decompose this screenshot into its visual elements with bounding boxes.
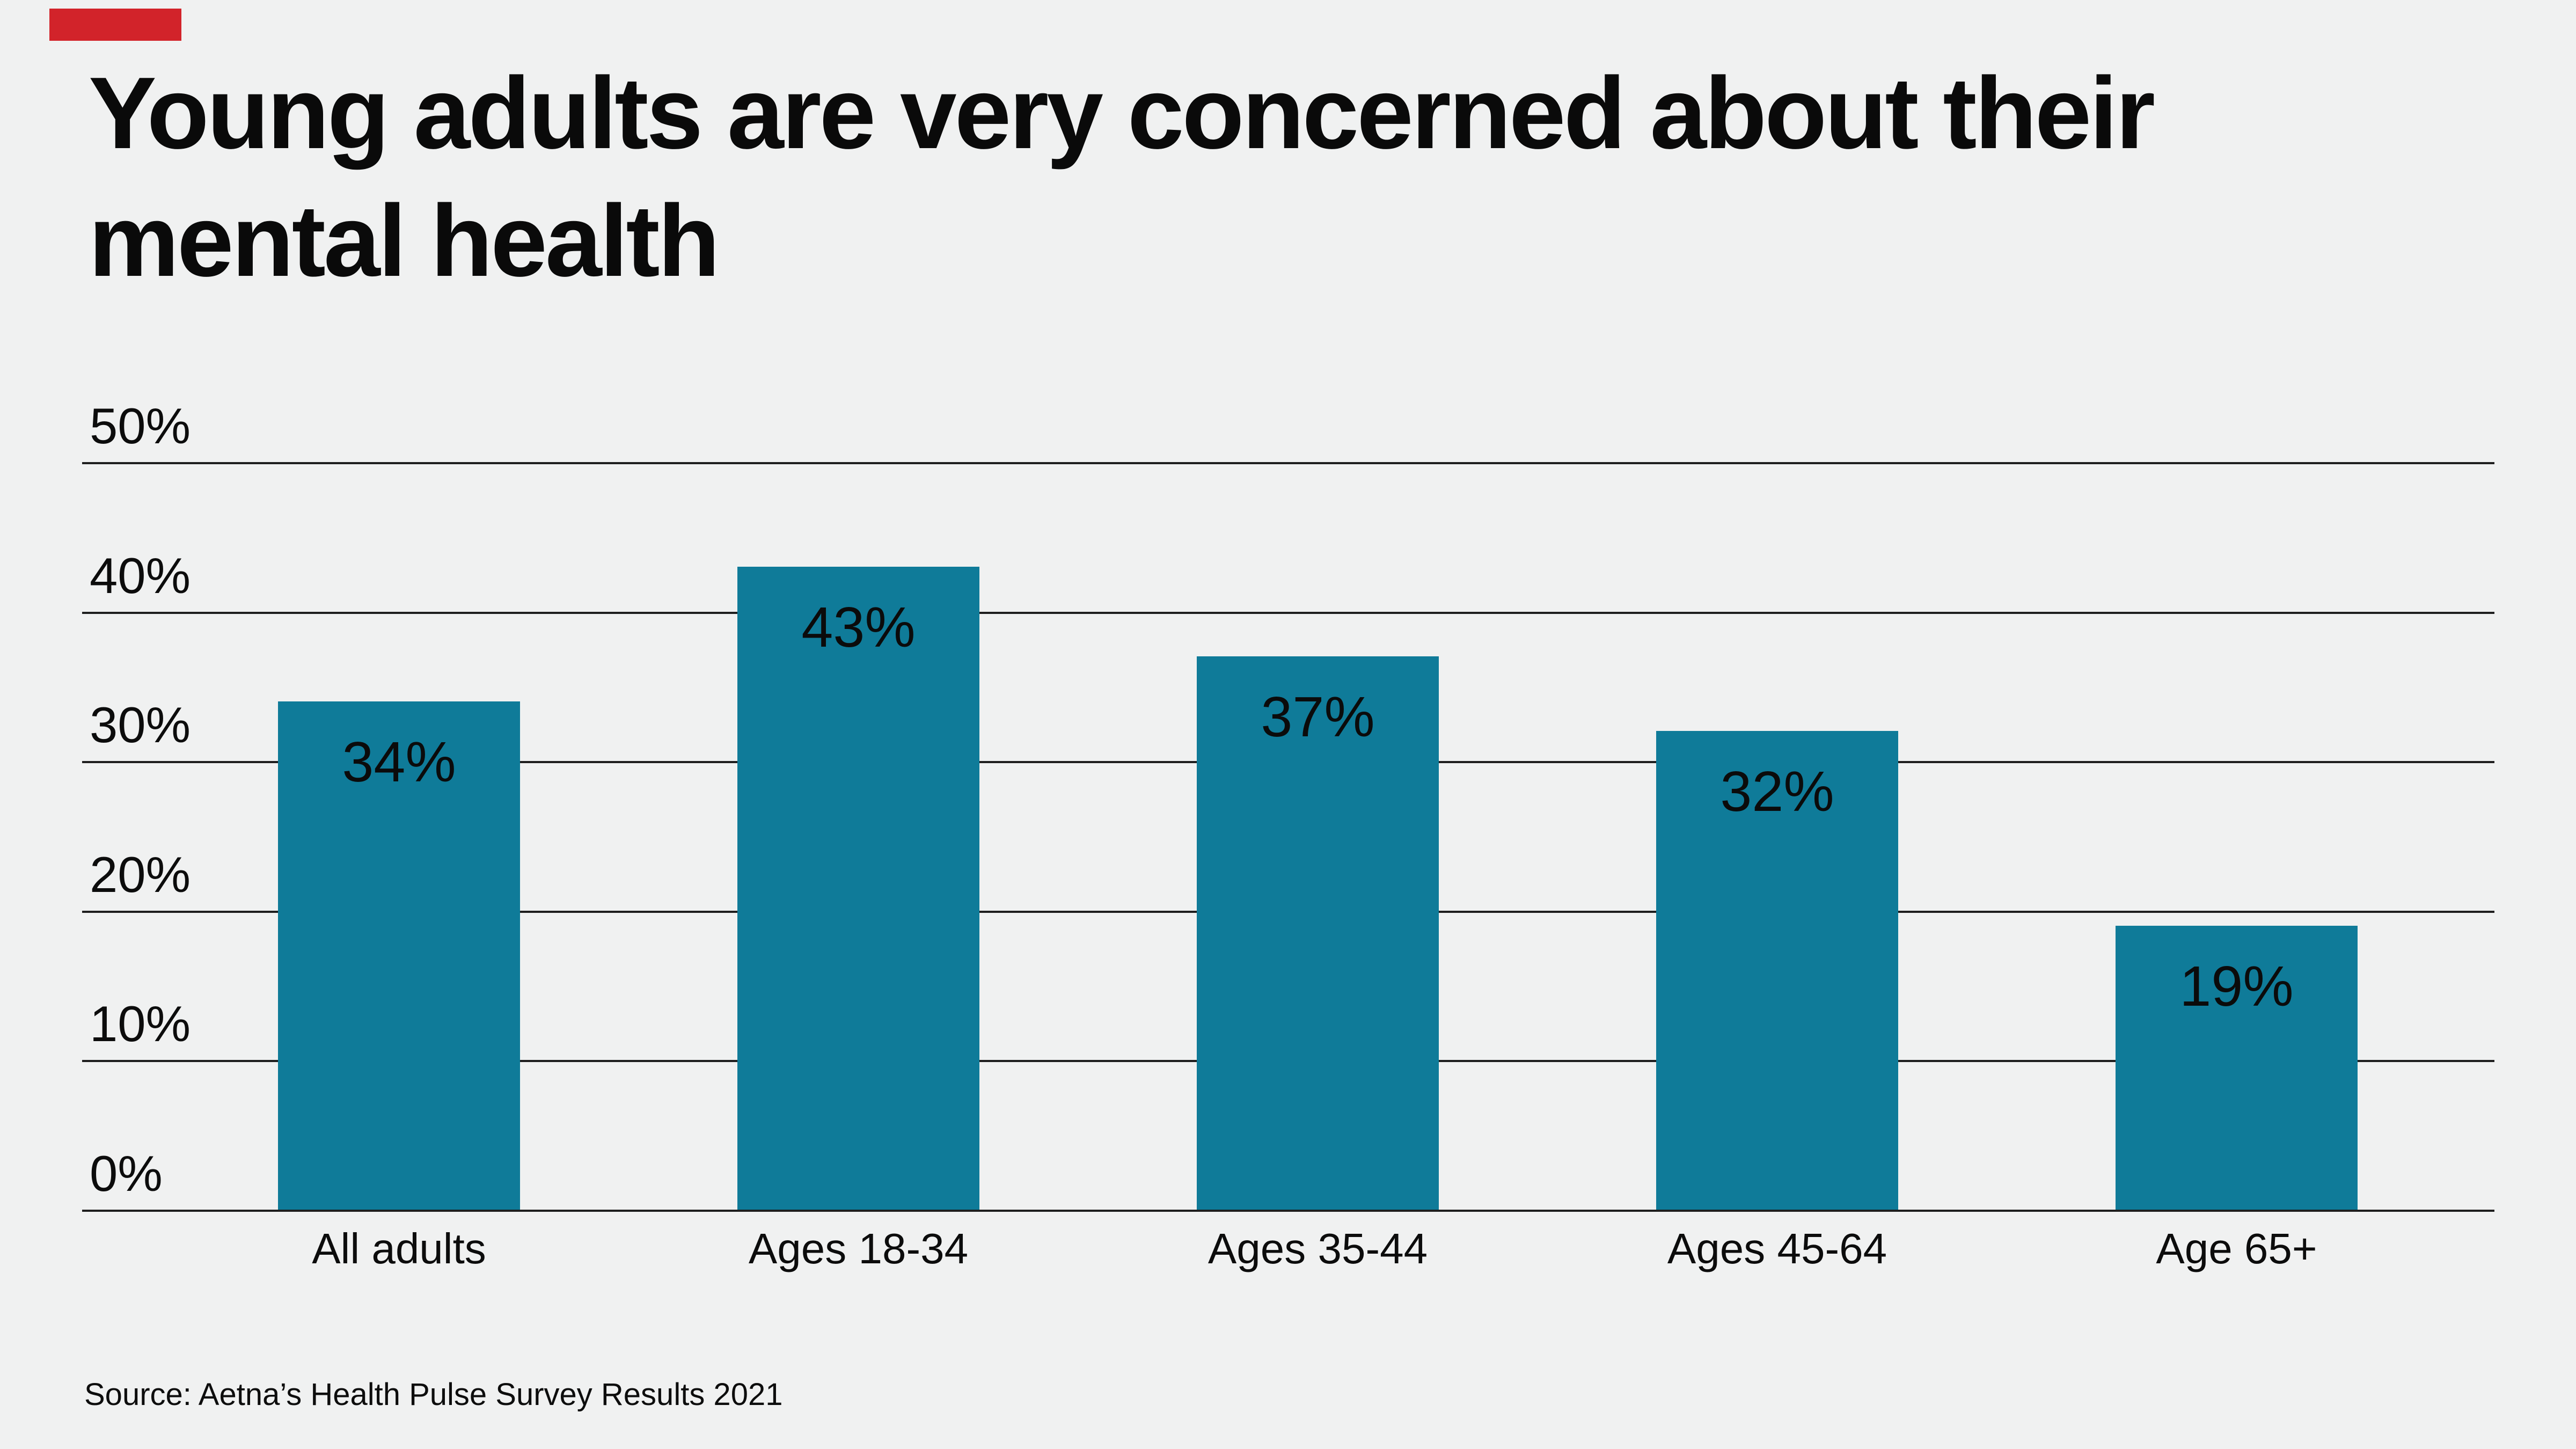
bar-ages-18-34: 43% [737,567,979,1210]
chart-title: Young adults are very concerned about th… [89,49,2155,305]
y-axis-tick-label: 30% [90,697,191,753]
bar-value-label: 43% [801,596,916,660]
x-axis-category-label: Ages 45-64 [1667,1225,1887,1272]
bar-value-label: 37% [1261,685,1375,749]
bar-value-label: 34% [342,730,456,794]
x-axis-category-label: Ages 18-34 [748,1225,969,1272]
y-axis-tick-label: 20% [90,846,191,903]
y-axis-tick-label: 50% [90,398,191,454]
bar-value-label: 19% [2179,954,2294,1018]
bar-all-adults: 34% [278,701,520,1210]
bar-value-label: 32% [1720,760,1834,824]
x-axis-category-label: All adults [312,1225,486,1272]
bar-age-65: 19% [2116,925,2358,1210]
source-note: Source: Aetna’s Health Pulse Survey Resu… [84,1377,783,1412]
x-axis-line [82,1210,2494,1212]
brand-accent-bar [49,9,181,41]
x-axis-category-label: Age 65+ [2156,1225,2317,1272]
chart-title-line-1: Young adults are very concerned about th… [89,56,2155,170]
y-axis-tick-label: 0% [90,1145,163,1202]
gridline [82,462,2494,464]
y-axis-tick-label: 10% [90,996,191,1052]
gridline [82,611,2494,614]
chart-title-line-2: mental health [89,184,720,298]
y-axis-tick-label: 40% [90,547,191,604]
bar-ages-45-64: 32% [1656,731,1898,1210]
bar-ages-35-44: 37% [1197,656,1439,1210]
x-axis-category-label: Ages 35-44 [1208,1225,1428,1272]
